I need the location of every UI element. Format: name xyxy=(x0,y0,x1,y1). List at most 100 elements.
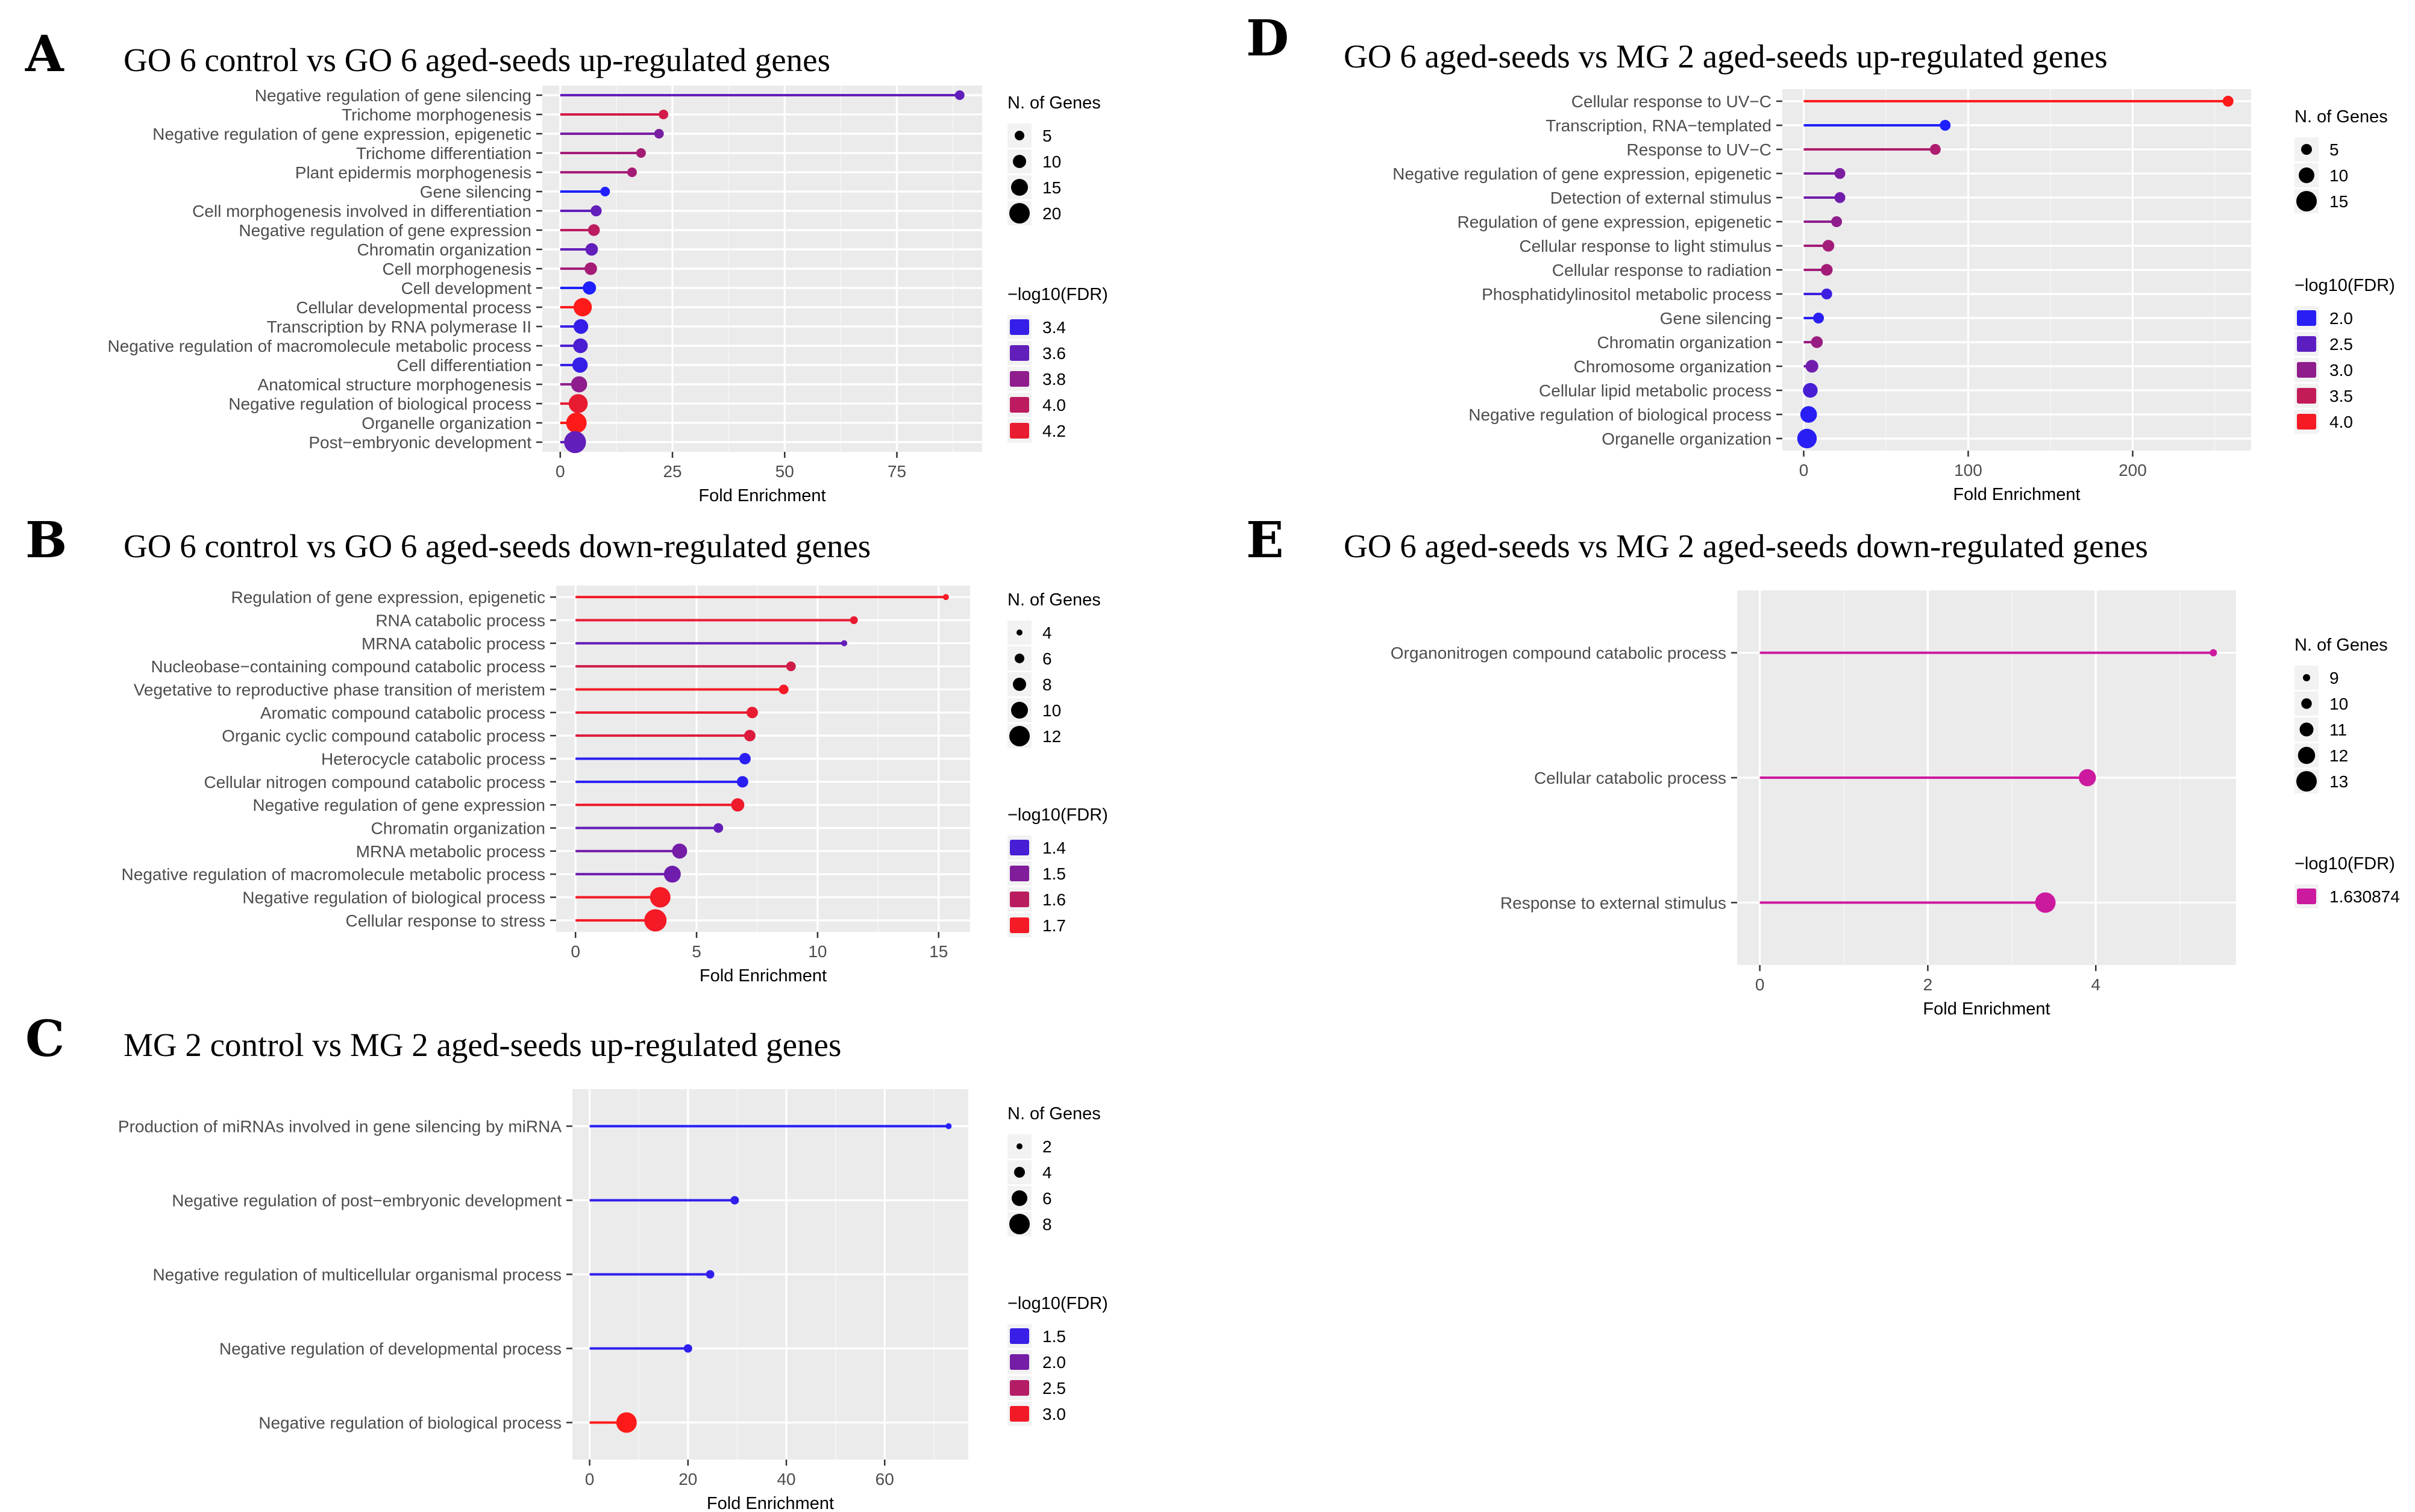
y-tick-label: Negative regulation of biological proces… xyxy=(258,1414,562,1432)
x-tick-label: 200 xyxy=(2119,461,2147,480)
x-tick-label: 0 xyxy=(1755,975,1765,994)
lollipop-point xyxy=(841,640,848,646)
size-legend-dot xyxy=(1016,629,1023,636)
y-tick-label: Regulation of gene expression, epigeneti… xyxy=(231,588,545,607)
lollipop-point xyxy=(672,843,688,859)
y-tick-label: Cellular response to UV−C xyxy=(1571,92,1771,111)
y-tick-label: Chromosome organization xyxy=(1574,357,1771,376)
y-tick-label: Post−embryonic development xyxy=(309,433,531,452)
color-legend-label: 3.8 xyxy=(1042,370,1066,389)
color-legend-swatch xyxy=(1010,1354,1029,1370)
y-tick-label: Trichome differentiation xyxy=(356,144,531,163)
size-legend-dot xyxy=(1015,654,1024,663)
lollipop-point xyxy=(739,753,751,764)
x-tick-label: 5 xyxy=(692,942,701,961)
y-tick-label: Organic cyclic compound catabolic proces… xyxy=(222,726,545,745)
lollipop-point xyxy=(587,224,600,236)
y-tick-label: Cellular response to light stimulus xyxy=(1519,237,1771,255)
lollipop-point xyxy=(746,707,758,719)
color-legend-label: 1.6 xyxy=(1042,890,1066,909)
size-legend-label: 10 xyxy=(1042,701,1061,720)
size-legend-label: 10 xyxy=(1042,152,1061,171)
lollipop-point xyxy=(650,887,671,908)
y-tick-label: Vegetative to reproductive phase transit… xyxy=(134,681,545,699)
lollipop-point xyxy=(713,823,724,833)
lollipop-point xyxy=(683,1344,692,1353)
lollipop-point xyxy=(627,167,637,177)
x-tick-label: 100 xyxy=(1954,461,1982,480)
size-legend-dot xyxy=(1009,726,1030,746)
y-tick-label: Cell morphogenesis involved in different… xyxy=(192,202,531,220)
size-legend-label: 12 xyxy=(2329,746,2348,765)
lollipop-point xyxy=(1803,383,1818,398)
y-tick-label: Aromatic compound catabolic process xyxy=(260,704,545,722)
y-tick-label: Organelle organization xyxy=(362,414,531,433)
y-tick-label: Regulation of gene expression, epigeneti… xyxy=(1458,213,1771,231)
lollipop-point xyxy=(571,376,587,393)
color-legend-label: 2.0 xyxy=(1042,1353,1066,1372)
panel-title: GO 6 aged-seeds vs MG 2 aged-seeds down-… xyxy=(1344,528,2148,564)
x-tick-label: 2 xyxy=(1923,975,1933,994)
lollipop-point xyxy=(590,205,602,217)
x-tick-label: 15 xyxy=(929,942,948,961)
color-legend-label: 1.5 xyxy=(1042,1327,1066,1346)
panel-c: C MG 2 control vs MG 2 aged-seeds up-regu… xyxy=(25,1010,1108,1512)
lollipop-point xyxy=(1940,120,1951,131)
y-tick-label: Negative regulation of gene expression, … xyxy=(152,125,531,143)
color-legend-label: 3.5 xyxy=(2329,387,2353,405)
y-tick-label: Production of miRNAs involved in gene si… xyxy=(118,1117,562,1136)
y-tick-label: Cellular response to stress xyxy=(346,911,545,930)
color-legend-title: −log10(FDR) xyxy=(2294,854,2395,873)
y-tick-label: Chromatin organization xyxy=(371,819,546,838)
lollipop-point xyxy=(644,909,667,932)
panel-b: B GO 6 control vs GO 6 aged-seeds down-re… xyxy=(25,511,1108,986)
x-tick-label: 0 xyxy=(585,1470,595,1489)
lollipop-point xyxy=(583,281,597,295)
y-tick-label: Phosphatidylinositol metabolic process xyxy=(1482,285,1771,304)
y-tick-label: Cell development xyxy=(401,279,532,298)
lollipop-point xyxy=(1813,313,1825,323)
y-tick-label: Cellular response to radiation xyxy=(1552,261,1771,280)
lollipop-point xyxy=(564,431,586,454)
lollipop-point xyxy=(1797,428,1817,449)
color-legend-swatch xyxy=(1010,1380,1029,1396)
y-tick-label: RNA catabolic process xyxy=(375,611,545,630)
lollipop-point xyxy=(572,357,588,373)
lollipop-point xyxy=(1811,336,1823,348)
size-legend-dot xyxy=(1009,203,1030,223)
y-tick-label: Negative regulation of gene expression xyxy=(252,796,545,814)
panel-title: MG 2 control vs MG 2 aged-seeds up-regul… xyxy=(124,1026,841,1063)
x-tick-label: 10 xyxy=(808,942,827,961)
lollipop-point xyxy=(1805,360,1818,373)
color-legend-swatch xyxy=(1010,917,1029,933)
x-tick-label: 0 xyxy=(571,942,580,961)
color-legend-swatch xyxy=(2297,362,2316,378)
lollipop-point xyxy=(636,148,646,158)
size-legend-label: 8 xyxy=(1042,1215,1052,1234)
lollipop-point xyxy=(584,262,597,275)
size-legend-dot xyxy=(1009,1214,1030,1234)
y-tick-label: Heterocycle catabolic process xyxy=(321,750,545,769)
y-tick-label: Negative regulation of biological proces… xyxy=(242,889,545,907)
size-legend-dot xyxy=(2301,144,2312,155)
y-tick-label: Anatomical structure morphogenesis xyxy=(258,375,531,394)
size-legend-label: 4 xyxy=(1042,623,1052,642)
panel-d: D GO 6 aged-seeds vs MG 2 aged-seeds up-r… xyxy=(1246,10,2395,504)
size-legend-label: 6 xyxy=(1042,649,1052,668)
x-axis-label: Fold Enrichment xyxy=(698,486,825,505)
color-legend-swatch xyxy=(2297,414,2316,430)
lollipop-point xyxy=(786,661,796,672)
color-legend-label: 2.5 xyxy=(2329,335,2353,354)
lollipop-point xyxy=(600,187,610,196)
color-legend-swatch xyxy=(2297,310,2316,326)
size-legend-title: N. of Genes xyxy=(2294,107,2388,127)
y-tick-label: MRNA catabolic process xyxy=(362,634,545,653)
x-tick-label: 20 xyxy=(678,1470,697,1489)
size-legend-label: 6 xyxy=(1042,1189,1052,1208)
color-legend-swatch xyxy=(1010,1328,1029,1344)
lollipop-point xyxy=(2079,769,2096,787)
y-tick-label: Negative regulation of biological proces… xyxy=(228,395,531,413)
panel-title: GO 6 control vs GO 6 aged-seeds up-regul… xyxy=(124,42,830,78)
lollipop-point xyxy=(573,298,592,317)
y-tick-label: Negative regulation of macromolecule met… xyxy=(122,865,545,884)
